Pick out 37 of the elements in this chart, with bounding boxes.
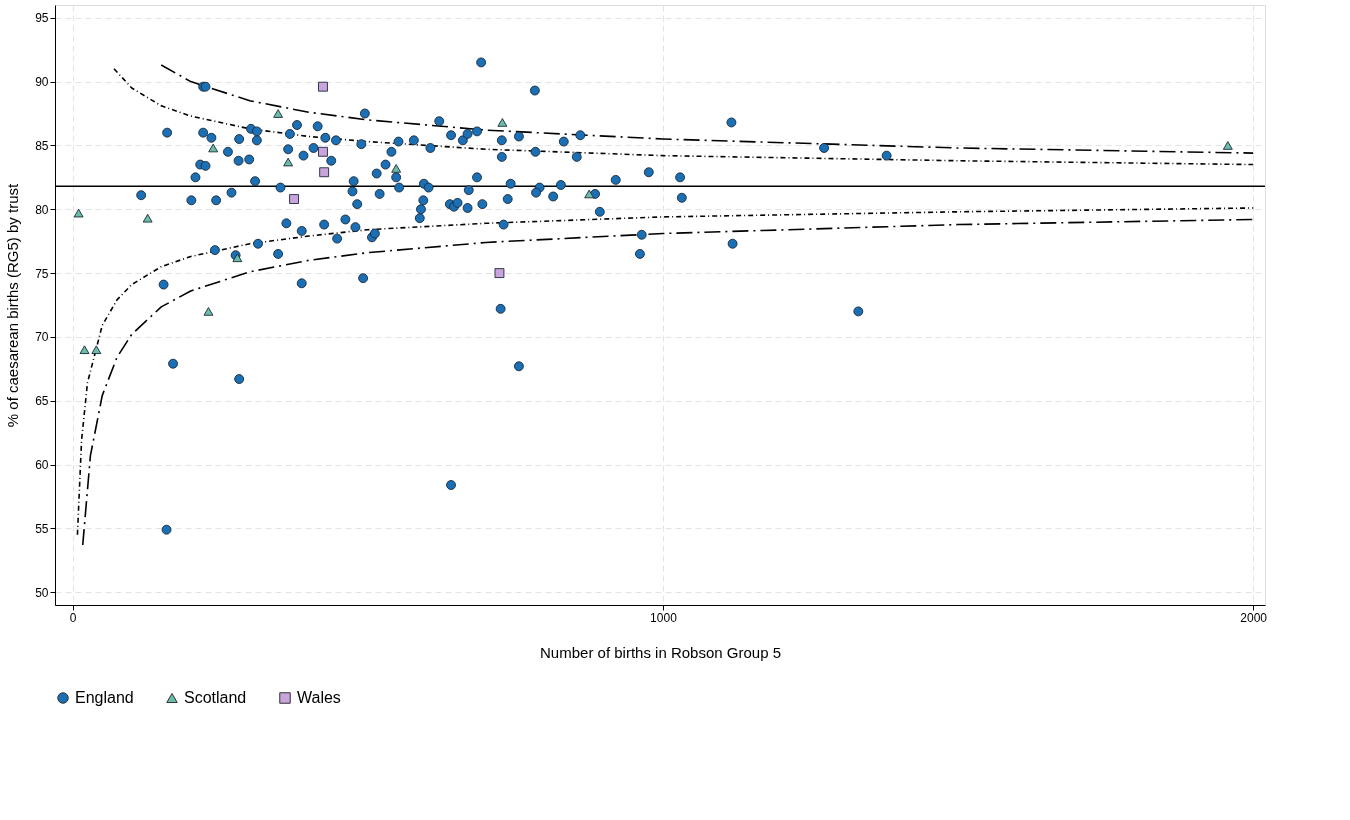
point [208, 143, 219, 153]
y-tick-label: 85 [35, 138, 49, 153]
y-tick-label: 50 [35, 585, 49, 600]
x-tick-label: 0 [69, 610, 77, 625]
point [79, 345, 90, 354]
point [289, 194, 299, 204]
x-tick-label: 2000 [1240, 610, 1268, 625]
y-tick-label: 80 [35, 202, 49, 217]
point [142, 213, 153, 223]
point [283, 157, 294, 167]
x-tick-label: 1000 [650, 610, 678, 625]
legend-label: England [75, 689, 134, 706]
point [318, 146, 328, 157]
line-series [113, 68, 1254, 166]
y-tick-label: 60 [35, 458, 49, 473]
y-tick-label: 65 [35, 394, 49, 409]
legend-label: Wales [297, 689, 341, 706]
y-tick-label: 55 [35, 521, 49, 536]
point [391, 164, 402, 173]
y-tick-label: 75 [35, 266, 49, 281]
point [91, 345, 102, 354]
point [273, 109, 284, 118]
point [494, 268, 505, 279]
legend-label: Scotland [184, 689, 247, 706]
x-axis-title: Number of births in Robson Group 5 [540, 643, 781, 661]
point [203, 307, 214, 316]
y-tick-label: 90 [35, 75, 49, 90]
y-tick-label: 70 [35, 330, 49, 345]
point [73, 208, 84, 218]
point [318, 81, 328, 92]
line-series [160, 64, 1254, 154]
y-axis-title: % of caesarean births (RG5) by trust [4, 182, 22, 428]
y-tick-label: 95 [35, 11, 49, 26]
point [584, 189, 595, 199]
point [319, 167, 330, 178]
point [497, 118, 508, 127]
point [1222, 141, 1233, 150]
